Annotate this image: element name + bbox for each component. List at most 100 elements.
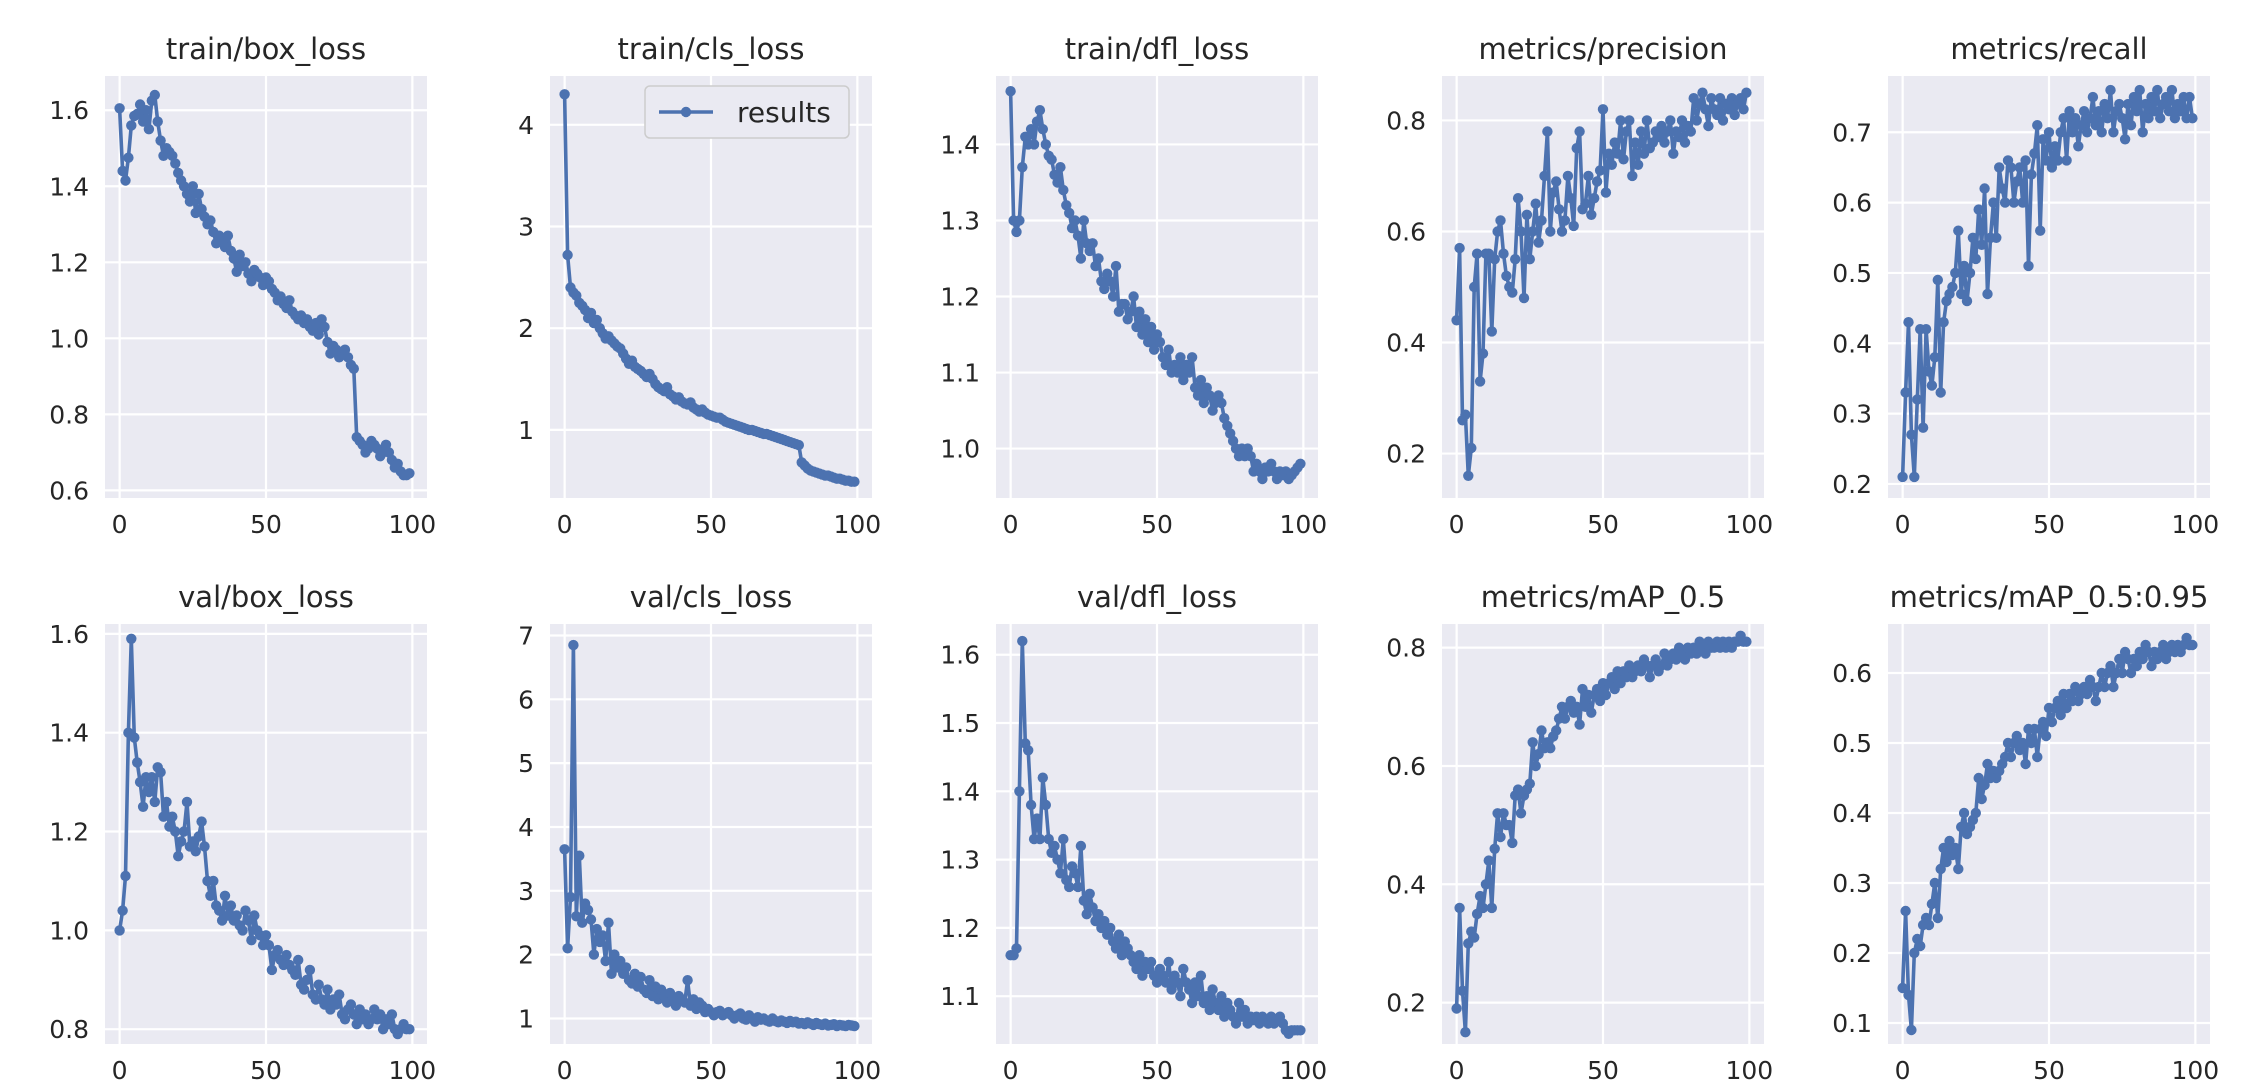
data-point [1216, 991, 1227, 1002]
data-point [187, 181, 198, 192]
x-tick-label: 0 [1003, 510, 1019, 539]
subplot-title: val/box_loss [178, 580, 354, 614]
data-point [2140, 98, 2151, 110]
data-point [2099, 681, 2110, 693]
data-point [1900, 387, 1911, 398]
data-point [2029, 148, 2040, 159]
data-point [2134, 84, 2145, 96]
data-point [246, 935, 257, 946]
data-point [1897, 982, 1908, 994]
subplot-title: metrics/precision [1478, 32, 1727, 66]
data-point [2052, 155, 2063, 166]
data-point [2020, 758, 2031, 770]
data-point [849, 1020, 860, 1032]
data-point [1700, 104, 1711, 115]
data-point [2152, 84, 2163, 96]
data-point [1935, 863, 1946, 875]
data-point [1460, 1027, 1471, 1038]
data-point [1515, 226, 1527, 237]
data-point [173, 851, 184, 862]
data-point [293, 954, 304, 966]
data-point [1204, 390, 1215, 401]
y-tick-label: 4 [518, 111, 534, 140]
data-point [1644, 672, 1656, 683]
data-point [1632, 159, 1644, 170]
data-point [2146, 660, 2157, 672]
data-point [1040, 799, 1052, 811]
x-tick-label: 0 [112, 510, 128, 539]
data-point [1685, 126, 1697, 137]
data-point [1498, 808, 1509, 819]
data-point [1504, 819, 1515, 831]
data-point [155, 135, 166, 146]
data-point [1025, 124, 1037, 135]
data-point [1944, 835, 1955, 847]
data-point [1630, 137, 1641, 148]
data-point [1040, 139, 1052, 150]
data-point [1099, 915, 1110, 927]
data-point [2137, 127, 2148, 138]
data-point [1982, 288, 1993, 300]
data-point [1163, 344, 1174, 355]
data-point [1956, 288, 1967, 300]
data-point [2011, 176, 2023, 187]
data-point [1025, 799, 1037, 811]
subplot-title: train/cls_loss [618, 32, 805, 66]
data-point [2067, 127, 2078, 138]
data-point [1518, 292, 1530, 304]
data-point [1075, 253, 1087, 264]
data-point [1064, 881, 1075, 893]
data-point [1956, 821, 1967, 833]
data-point [2131, 660, 2142, 672]
x-tick-label: 0 [1449, 510, 1465, 539]
data-point [149, 89, 160, 101]
subplot-3: metrics/precision 0 50 100 0.2 0.4 0.6 0.8 [1386, 32, 1773, 539]
data-point [1510, 254, 1521, 265]
x-tick-label: 100 [1726, 1056, 1774, 1080]
data-point [1559, 713, 1571, 724]
data-point [1058, 184, 1069, 196]
data-point [2046, 162, 2058, 173]
data-point [319, 321, 330, 333]
data-point [1163, 956, 1174, 968]
data-point [2114, 98, 2125, 110]
y-tick-label: 0.4 [1386, 870, 1426, 899]
y-tick-label: 1.3 [940, 206, 980, 235]
data-point [129, 732, 140, 743]
y-tick-label: 1.6 [49, 620, 89, 649]
data-point [196, 816, 207, 827]
data-point [260, 930, 272, 941]
data-point [175, 836, 187, 847]
data-point [1533, 237, 1544, 248]
data-point [1189, 977, 1201, 988]
data-point [1665, 115, 1676, 126]
data-point [1105, 922, 1116, 934]
data-point [1184, 367, 1195, 378]
data-point [1134, 950, 1145, 961]
data-point [2187, 639, 2198, 651]
data-point [1201, 991, 1213, 1002]
data-point [1982, 758, 1993, 770]
data-point [1976, 793, 1987, 805]
data-point [1295, 1025, 1306, 1036]
data-point [1621, 126, 1632, 137]
data-point [2169, 113, 2181, 124]
x-tick-label: 100 [2172, 1056, 2220, 1080]
data-point [1897, 471, 1908, 483]
data-point [1627, 170, 1638, 182]
x-tick-label: 100 [389, 510, 437, 539]
data-point [2105, 660, 2116, 672]
data-point [1530, 198, 1541, 209]
data-point [234, 249, 245, 260]
data-point [1539, 170, 1550, 182]
data-point [1530, 760, 1541, 772]
data-point [1011, 226, 1022, 238]
data-point [1257, 473, 1268, 485]
data-point [620, 962, 632, 973]
data-point [123, 152, 134, 163]
data-point [1192, 390, 1204, 401]
data-point [2032, 751, 2043, 763]
data-point [120, 175, 131, 186]
subplot-title: metrics/mAP_0.5 [1481, 580, 1725, 614]
